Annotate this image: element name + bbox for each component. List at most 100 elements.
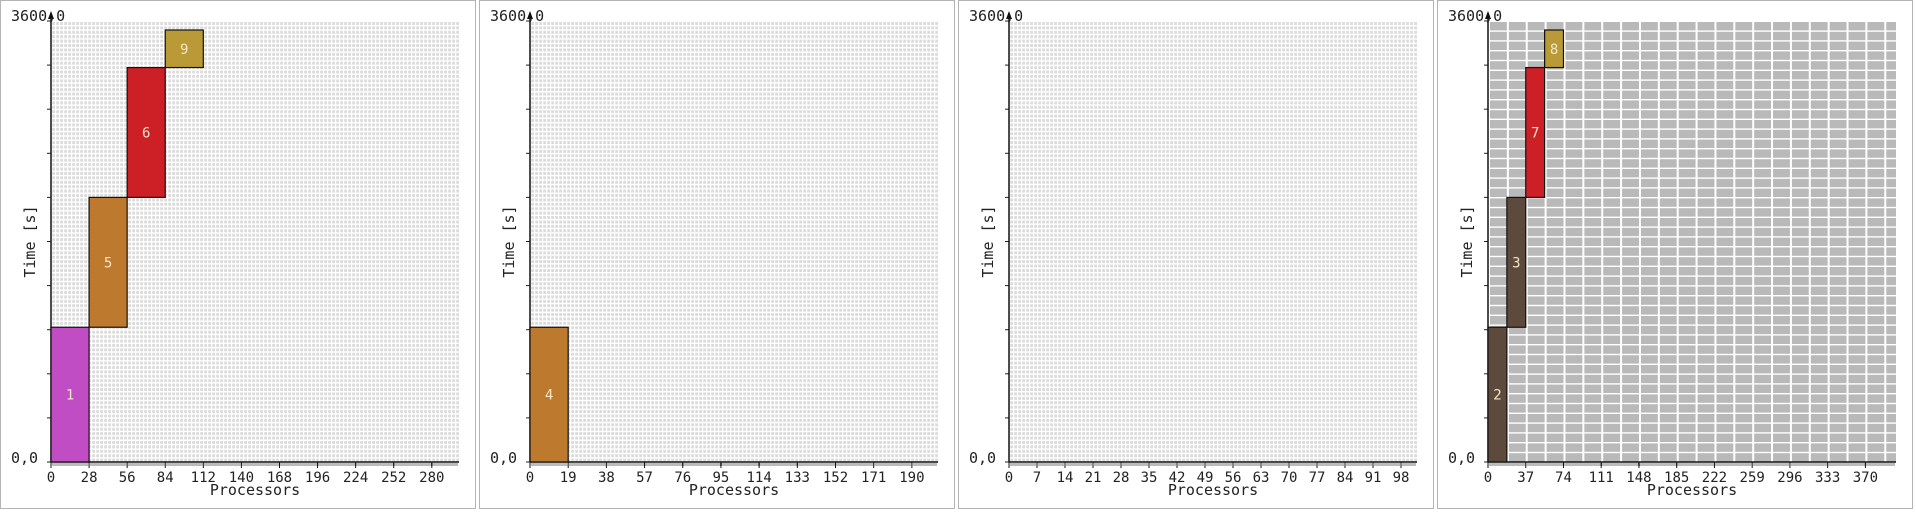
- grid-column: [634, 21, 636, 462]
- grid-column: [1053, 21, 1055, 462]
- grid-column: [1865, 21, 1868, 462]
- grid-column: [1221, 21, 1223, 462]
- grid-column: [1789, 21, 1792, 462]
- grid-column: [734, 21, 736, 462]
- grid-column: [850, 21, 852, 462]
- grid-column: [1846, 21, 1849, 462]
- grid-column: [1525, 21, 1528, 462]
- grid-column: [367, 21, 369, 462]
- grid-column: [1017, 21, 1019, 462]
- grid-column: [371, 21, 373, 462]
- grid-column: [83, 21, 85, 462]
- grid-column: [199, 21, 201, 462]
- grid-column: [419, 21, 421, 462]
- grid-row: [1488, 247, 1896, 256]
- x-tick-label: 84: [157, 470, 174, 486]
- schedule-chart-3: 3600,0 0,0 Time [s] 0 7 14 21 28 35 42 49 56 63 70 77 8…: [969, 7, 1417, 499]
- grid-row: [1488, 159, 1896, 168]
- grid-column: [842, 21, 844, 462]
- grid-column: [614, 21, 616, 462]
- grid-column: [451, 21, 453, 462]
- grid-column: [403, 21, 405, 462]
- grid-column: [1057, 21, 1059, 462]
- grid-column: [1021, 21, 1023, 462]
- grid-column: [1073, 21, 1075, 462]
- grid-column: [778, 21, 780, 462]
- grid-row: [1488, 129, 1896, 139]
- y-min-label: 0,0: [11, 449, 38, 467]
- grid-column: [1033, 21, 1035, 462]
- grid-column: [1405, 21, 1407, 462]
- grid-column: [1201, 21, 1203, 462]
- grid-column: [1601, 21, 1604, 462]
- grid-row: [1488, 80, 1896, 90]
- x-tick-label: 333: [1815, 470, 1840, 486]
- grid-column: [598, 21, 600, 462]
- grid-column: [798, 21, 800, 462]
- grid-column: [387, 21, 389, 462]
- grid-column: [1141, 21, 1143, 462]
- grid-column: [1353, 21, 1355, 462]
- grid-column: [878, 21, 880, 462]
- y-axis-arrow: [1485, 11, 1491, 19]
- grid-column: [694, 21, 696, 462]
- grid-column: [1177, 21, 1179, 462]
- x-tick-label: 370: [1853, 470, 1878, 486]
- job-label: 4: [545, 388, 553, 404]
- grid-row: [1488, 31, 1896, 41]
- grid-column: [822, 21, 824, 462]
- x-tick-label: 7: [1033, 470, 1041, 486]
- grid-column: [55, 21, 57, 462]
- grid: [530, 21, 938, 462]
- grid-column: [263, 21, 265, 462]
- schedule-chart-2: 3600,0 0,0 Time [s] 0 19 38 57 76 95 114 133 152 171…: [490, 7, 938, 499]
- x-tick-label: 76: [674, 470, 691, 486]
- grid-column: [1357, 21, 1359, 462]
- x-tick-label: 38: [598, 470, 615, 486]
- job-label: 8: [1550, 42, 1558, 58]
- grid-column: [203, 21, 205, 462]
- grid-column: [151, 21, 153, 462]
- grid-row: [1488, 110, 1896, 119]
- grid-row: [1488, 276, 1896, 286]
- grid-row: [1488, 365, 1896, 374]
- grid-column: [271, 21, 273, 462]
- grid-column: [1377, 21, 1379, 462]
- grid-column: [291, 21, 293, 462]
- grid-column: [1097, 21, 1099, 462]
- grid-column: [1638, 21, 1641, 462]
- x-tick-label: 28: [81, 470, 98, 486]
- grid-column: [303, 21, 305, 462]
- grid-column: [59, 21, 61, 462]
- grid-column: [558, 21, 560, 462]
- grid-column: [351, 21, 353, 462]
- y-max-label: 3600,0: [490, 7, 544, 25]
- grid-column: [1233, 21, 1235, 462]
- grid-column: [1101, 21, 1103, 462]
- grid-row: [1488, 188, 1896, 197]
- grid-row: [1488, 178, 1896, 188]
- grid-column: [922, 21, 924, 462]
- grid-column: [399, 21, 401, 462]
- grid-row: [1488, 335, 1896, 344]
- grid-column: [1153, 21, 1155, 462]
- job-block: [1544, 29, 1565, 69]
- grid-row: [1488, 169, 1896, 178]
- grid-column: [1657, 21, 1660, 462]
- grid-column: [147, 21, 149, 462]
- x-tick-label: 98: [1393, 470, 1410, 486]
- grid-column: [1827, 21, 1830, 462]
- grid-column: [355, 21, 357, 462]
- grid-column: [207, 21, 209, 462]
- grid-column: [275, 21, 277, 462]
- grid-column: [1413, 21, 1415, 462]
- grid-column: [339, 21, 341, 462]
- grid-column: [1089, 21, 1091, 462]
- grid-column: [191, 21, 193, 462]
- grid-column: [1069, 21, 1071, 462]
- job-label: 1: [66, 388, 74, 404]
- x-tick-label: 111: [1589, 470, 1614, 486]
- grid-column: [1081, 21, 1083, 462]
- grid-column: [698, 21, 700, 462]
- x-tick-label: 0: [1005, 470, 1013, 486]
